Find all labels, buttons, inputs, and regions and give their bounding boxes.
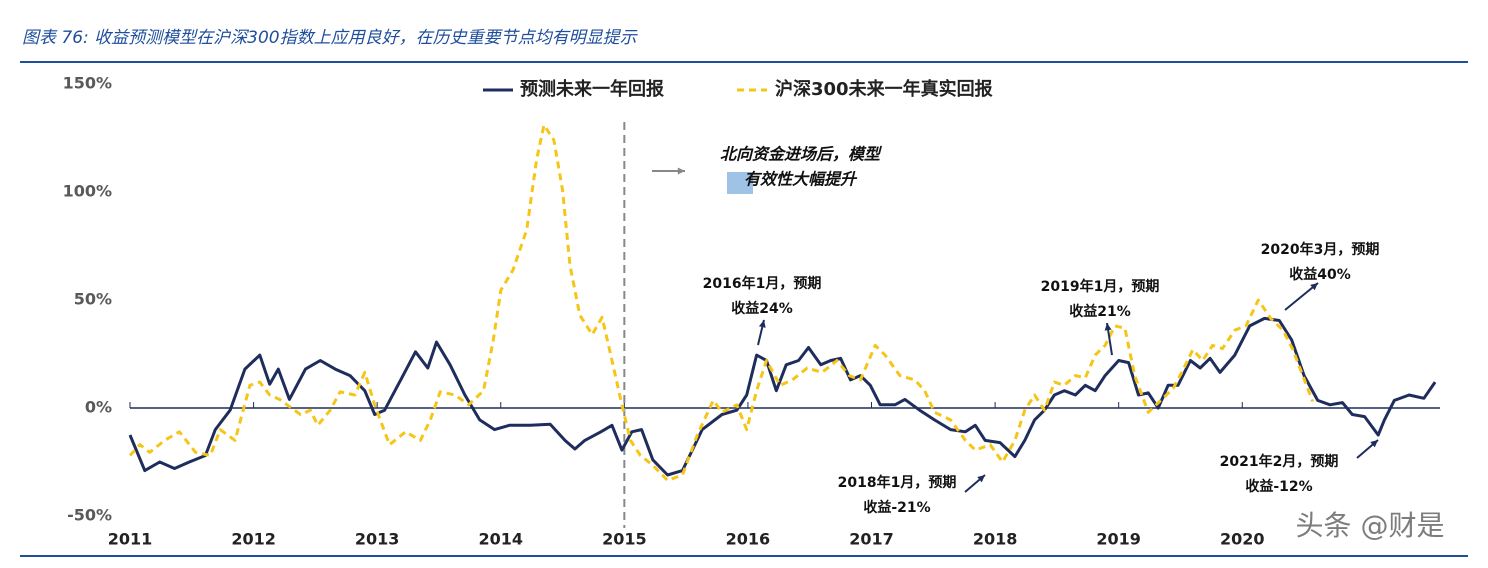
- watermark: 头条 @财是: [1296, 509, 1445, 542]
- x-tick-label: 2018: [973, 530, 1018, 549]
- arrow-head: [1104, 323, 1112, 331]
- arrow-head: [677, 167, 685, 175]
- x-tick-label: 2013: [355, 530, 400, 549]
- annotation: 收益-12%: [1245, 478, 1312, 495]
- annotation: 收益40%: [1289, 266, 1351, 283]
- highlight: [727, 172, 753, 194]
- x-tick-label: 2014: [478, 530, 523, 549]
- y-tick-label: 0%: [85, 398, 112, 417]
- annotation: 有效性大幅提升: [744, 170, 858, 189]
- annotation: 2016年1月，预期: [703, 275, 822, 292]
- y-tick-label: 100%: [63, 182, 112, 201]
- chart-title: 图表 76: 收益预测模型在沪深300指数上应用良好，在历史重要节点均有明显提示: [22, 28, 639, 48]
- arrow-head: [977, 475, 985, 483]
- legend-label: 沪深300未来一年真实回报: [775, 78, 993, 100]
- series-line: [128, 123, 1315, 482]
- legend-label: 预测未来一年回报: [520, 78, 664, 100]
- x-tick-label: 2011: [108, 530, 153, 549]
- annotation: 收益21%: [1069, 303, 1131, 320]
- annotation: 收益-21%: [863, 499, 930, 516]
- annotation: 2019年1月，预期: [1041, 278, 1160, 295]
- x-tick-label: 2012: [231, 530, 276, 549]
- annotation: 收益24%: [731, 300, 793, 317]
- annotation: 2018年1月，预期: [838, 474, 957, 491]
- annotation: 2021年2月，预期: [1220, 453, 1339, 470]
- x-tick-label: 2015: [602, 530, 647, 549]
- annotation: 2020年3月，预期: [1261, 241, 1380, 258]
- x-tick-label: 2016: [726, 530, 771, 549]
- y-tick-label: 50%: [74, 290, 112, 309]
- annotation: 北向资金进场后，模型: [720, 145, 883, 164]
- arrow-head: [1310, 283, 1318, 291]
- y-tick-label: 150%: [63, 74, 112, 93]
- arrow-head: [1370, 440, 1378, 448]
- x-tick-label: 2017: [849, 530, 894, 549]
- arrow-head: [758, 320, 766, 328]
- y-tick-label: -50%: [67, 506, 112, 525]
- series-line: [128, 316, 1437, 477]
- x-tick-label: 2020: [1220, 530, 1265, 549]
- x-tick-label: 2019: [1096, 530, 1141, 549]
